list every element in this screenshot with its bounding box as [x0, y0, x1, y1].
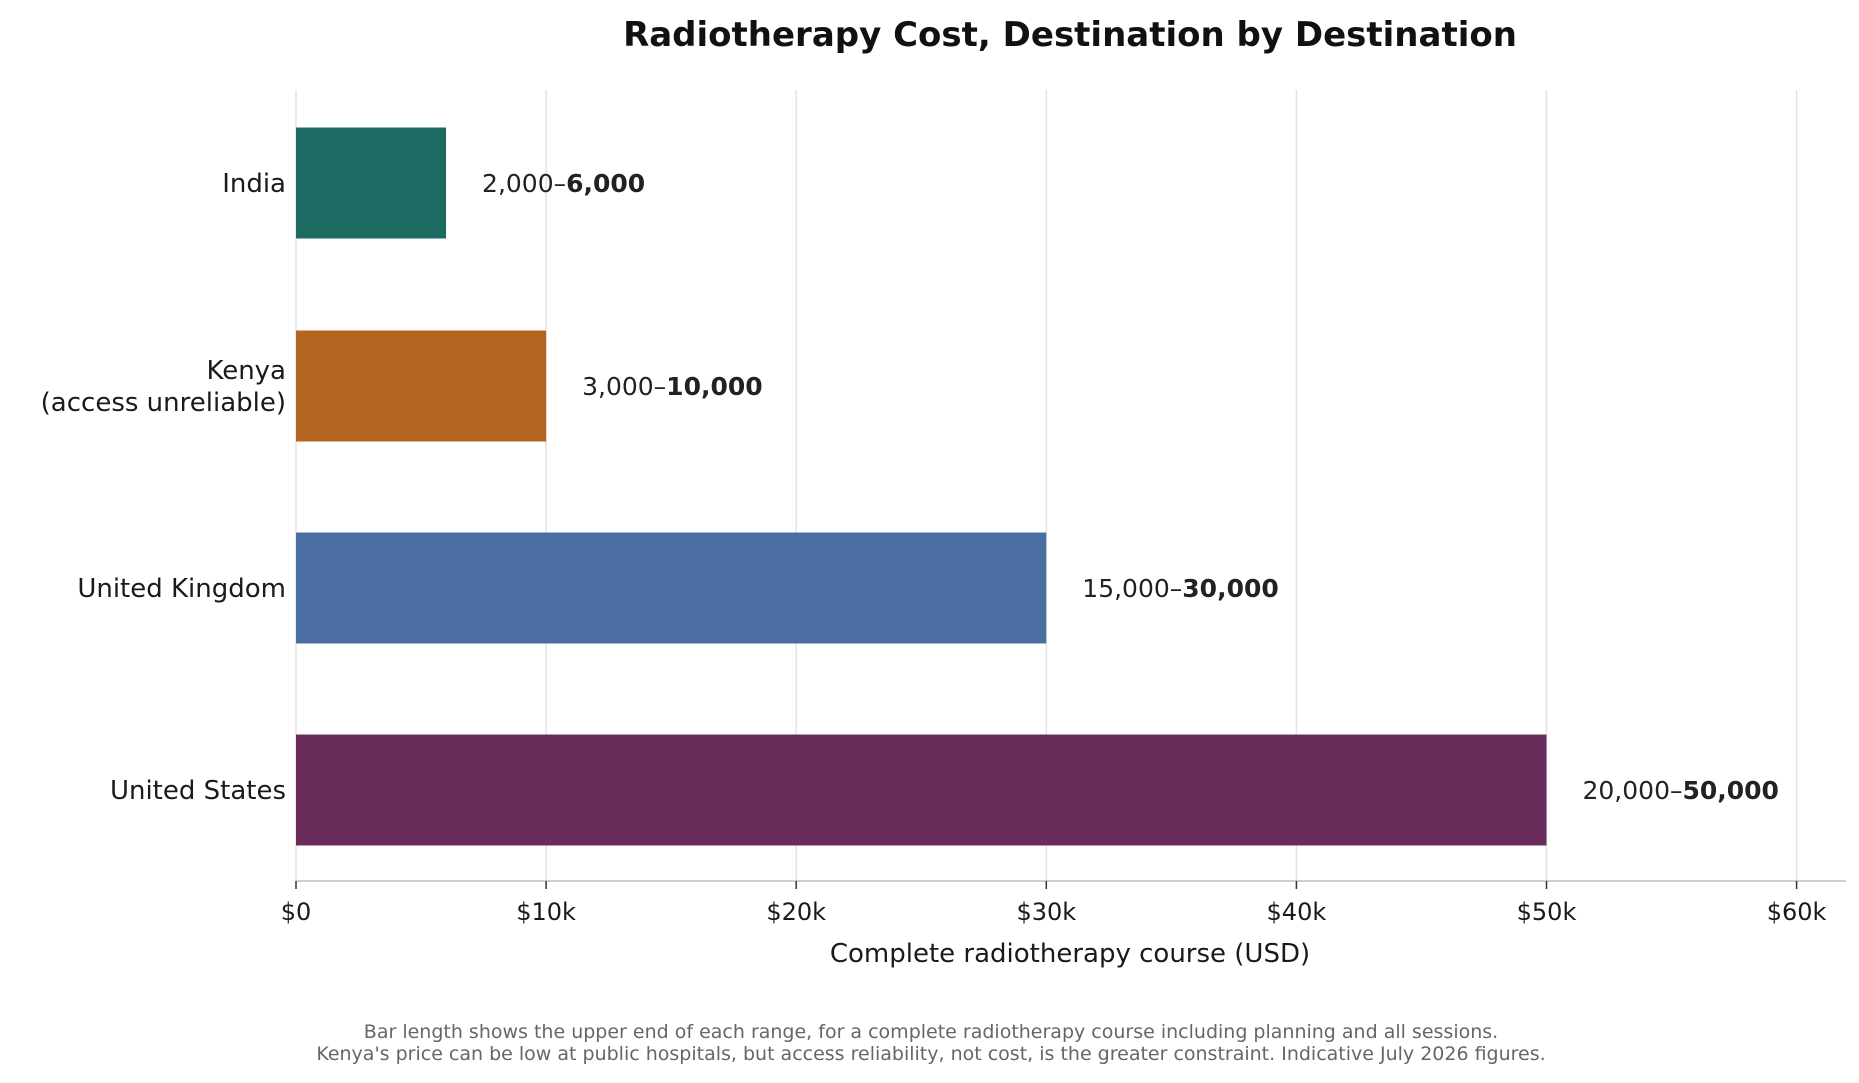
gridlines: [295, 90, 1798, 881]
category-label: United States: [110, 776, 286, 806]
x-axis-title: Complete radiotherapy course (USD): [830, 939, 1310, 969]
bar: [296, 532, 1047, 644]
bars: [296, 127, 1547, 846]
bar-value-label: 20,000–50,000: [1583, 776, 1779, 805]
footnote-line-2: Kenya's price can be low at public hospi…: [316, 1043, 1545, 1065]
category-label: India: [222, 169, 286, 199]
x-tick-label: $0: [281, 898, 312, 926]
chart-title: Radiotherapy Cost, Destination by Destin…: [623, 15, 1517, 55]
x-tick-label: $40k: [1267, 898, 1327, 926]
bar: [296, 330, 547, 442]
category-label: United Kingdom: [77, 574, 286, 604]
x-tick-label: $30k: [1016, 898, 1076, 926]
x-tick-label: $10k: [516, 898, 576, 926]
bar-value-label: 15,000–30,000: [1082, 574, 1278, 603]
bar-value-label: 3,000–10,000: [582, 372, 763, 401]
category-label: Kenya (access unreliable): [41, 356, 286, 418]
x-tick-label: $50k: [1517, 898, 1577, 926]
bar: [296, 734, 1547, 846]
bar-value-label: 2,000–6,000: [482, 169, 645, 198]
x-tick-label: $60k: [1767, 898, 1827, 926]
x-axis-ticks: $0 $10k $20k $30k $40k $50k $60k: [281, 881, 1827, 926]
x-tick-label: $20k: [766, 898, 826, 926]
bar: [296, 127, 447, 239]
category-labels: India Kenya (access unreliable) United King…: [41, 169, 286, 806]
data-labels: 2,000–6,000 3,000–10,000 15,000–30,000 20,0…: [482, 169, 1779, 805]
footnote-line-1: Bar length shows the upper end of each r…: [364, 1021, 1498, 1043]
